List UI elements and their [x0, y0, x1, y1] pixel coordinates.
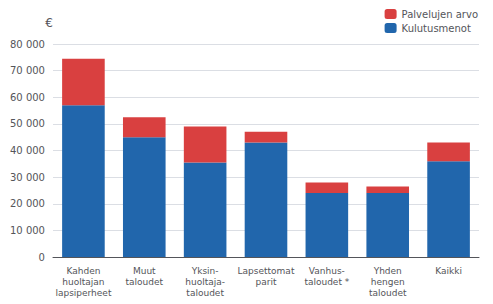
svg-text:lapsiperheet: lapsiperheet	[55, 288, 111, 298]
svg-text:60 000: 60 000	[10, 92, 45, 103]
svg-text:huoltaja-: huoltaja-	[185, 277, 225, 287]
svg-text:40 000: 40 000	[10, 145, 45, 156]
svg-text:Muut: Muut	[133, 266, 156, 276]
svg-text:Yksin-: Yksin-	[191, 266, 219, 276]
svg-text:50 000: 50 000	[10, 118, 45, 129]
svg-text:taloudet *: taloudet *	[304, 277, 349, 287]
svg-text:70 000: 70 000	[10, 65, 45, 76]
svg-text:Kulutusmenot: Kulutusmenot	[402, 23, 471, 34]
svg-text:parit: parit	[256, 277, 277, 287]
svg-text:hengen: hengen	[371, 277, 405, 287]
svg-text:Yhden: Yhden	[373, 266, 402, 276]
svg-text:Vanhus-: Vanhus-	[309, 266, 345, 276]
svg-text:10 000: 10 000	[10, 225, 45, 236]
svg-text:0: 0	[39, 252, 45, 263]
svg-text:€: €	[45, 16, 53, 30]
svg-text:huoltajan: huoltajan	[62, 277, 104, 287]
svg-text:Kaikki: Kaikki	[435, 266, 462, 276]
svg-text:30 000: 30 000	[10, 172, 45, 183]
svg-text:80 000: 80 000	[10, 39, 45, 50]
svg-text:Palvelujen arvo: Palvelujen arvo	[402, 9, 478, 20]
svg-text:Lapsettomat: Lapsettomat	[238, 266, 295, 276]
svg-text:Kahden: Kahden	[66, 266, 100, 276]
svg-text:20 000: 20 000	[10, 198, 45, 209]
svg-text:taloudet: taloudet	[126, 277, 164, 287]
svg-text:taloudet: taloudet	[369, 288, 407, 298]
svg-text:taloudet: taloudet	[186, 288, 224, 298]
